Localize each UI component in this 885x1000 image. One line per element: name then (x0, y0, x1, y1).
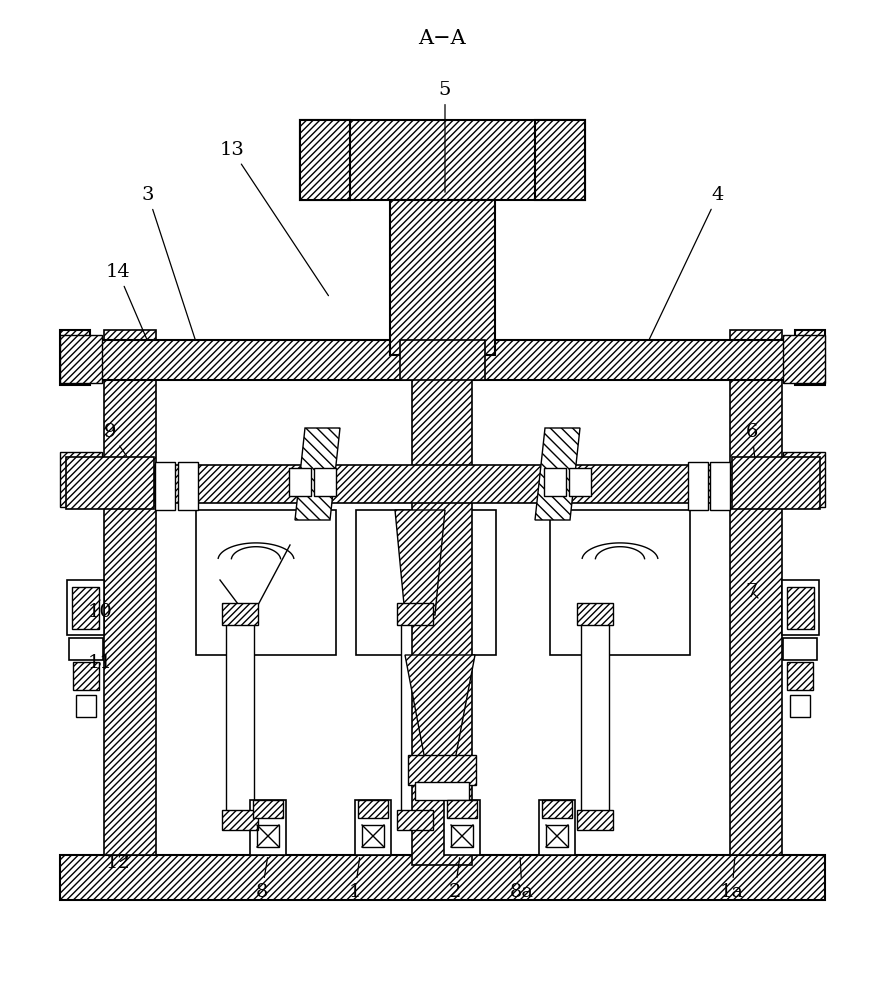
Bar (688, 462, 708, 510)
Bar (300, 120, 585, 200)
Bar (390, 200, 495, 355)
Bar (257, 825, 279, 847)
Bar (104, 330, 156, 855)
Bar (397, 810, 433, 830)
Polygon shape (405, 655, 475, 760)
Polygon shape (395, 510, 445, 615)
Text: 13: 13 (219, 141, 328, 296)
Bar (222, 603, 258, 625)
Bar (253, 800, 283, 818)
Bar (542, 800, 572, 818)
Bar (362, 825, 384, 847)
Bar (730, 330, 782, 855)
Bar (355, 800, 391, 855)
Text: 11: 11 (88, 654, 112, 672)
Bar (408, 755, 476, 785)
Bar (550, 510, 690, 655)
Bar (732, 457, 820, 509)
Text: 4: 4 (650, 186, 724, 339)
Bar (60, 330, 90, 385)
Text: 5: 5 (439, 81, 451, 192)
Bar (400, 340, 485, 380)
Bar (178, 462, 198, 510)
Bar (401, 620, 429, 820)
Bar (358, 800, 388, 818)
Bar (451, 825, 473, 847)
Bar (535, 120, 585, 200)
Bar (444, 800, 480, 855)
Bar (300, 120, 350, 200)
Bar (546, 825, 568, 847)
Text: 14: 14 (105, 263, 147, 339)
Bar (226, 620, 254, 820)
Bar (783, 335, 825, 383)
Bar (289, 468, 311, 496)
Text: 9: 9 (104, 423, 127, 456)
Text: 12: 12 (105, 854, 130, 872)
Bar (66, 457, 154, 509)
Text: 1: 1 (349, 858, 361, 901)
Bar (250, 800, 286, 855)
Bar (783, 452, 825, 507)
Text: 8a: 8a (510, 858, 534, 901)
Bar (710, 462, 730, 510)
Bar (577, 810, 613, 830)
Bar (447, 800, 477, 818)
Polygon shape (295, 428, 340, 520)
Text: A−A: A−A (418, 28, 466, 47)
Bar (73, 662, 99, 690)
Bar (415, 782, 469, 800)
Bar (539, 800, 575, 855)
Bar (577, 603, 613, 625)
Polygon shape (535, 428, 580, 520)
Bar (60, 452, 102, 507)
Text: 7: 7 (746, 583, 758, 601)
Text: 6: 6 (746, 423, 758, 457)
Bar (782, 580, 819, 635)
Bar (790, 695, 810, 717)
Bar (412, 355, 472, 865)
Bar (783, 638, 817, 660)
Bar (60, 335, 102, 383)
Bar (222, 810, 258, 830)
Bar (314, 468, 336, 496)
Text: 8: 8 (256, 858, 268, 901)
Text: 10: 10 (88, 600, 112, 621)
Bar (155, 465, 730, 503)
Bar (155, 462, 175, 510)
Bar (795, 330, 825, 385)
Bar (67, 580, 104, 635)
Bar (787, 662, 813, 690)
Bar (69, 638, 103, 660)
Bar (581, 620, 609, 820)
Bar (72, 587, 99, 629)
Bar (60, 855, 825, 900)
Bar (569, 468, 591, 496)
Bar (787, 587, 814, 629)
Bar (544, 468, 566, 496)
Text: 1a: 1a (720, 858, 744, 901)
Bar (356, 510, 496, 655)
Bar (397, 603, 433, 625)
Text: 2: 2 (449, 858, 461, 901)
Bar (68, 340, 818, 380)
Text: 3: 3 (142, 186, 195, 339)
Bar (196, 510, 336, 655)
Bar (76, 695, 96, 717)
